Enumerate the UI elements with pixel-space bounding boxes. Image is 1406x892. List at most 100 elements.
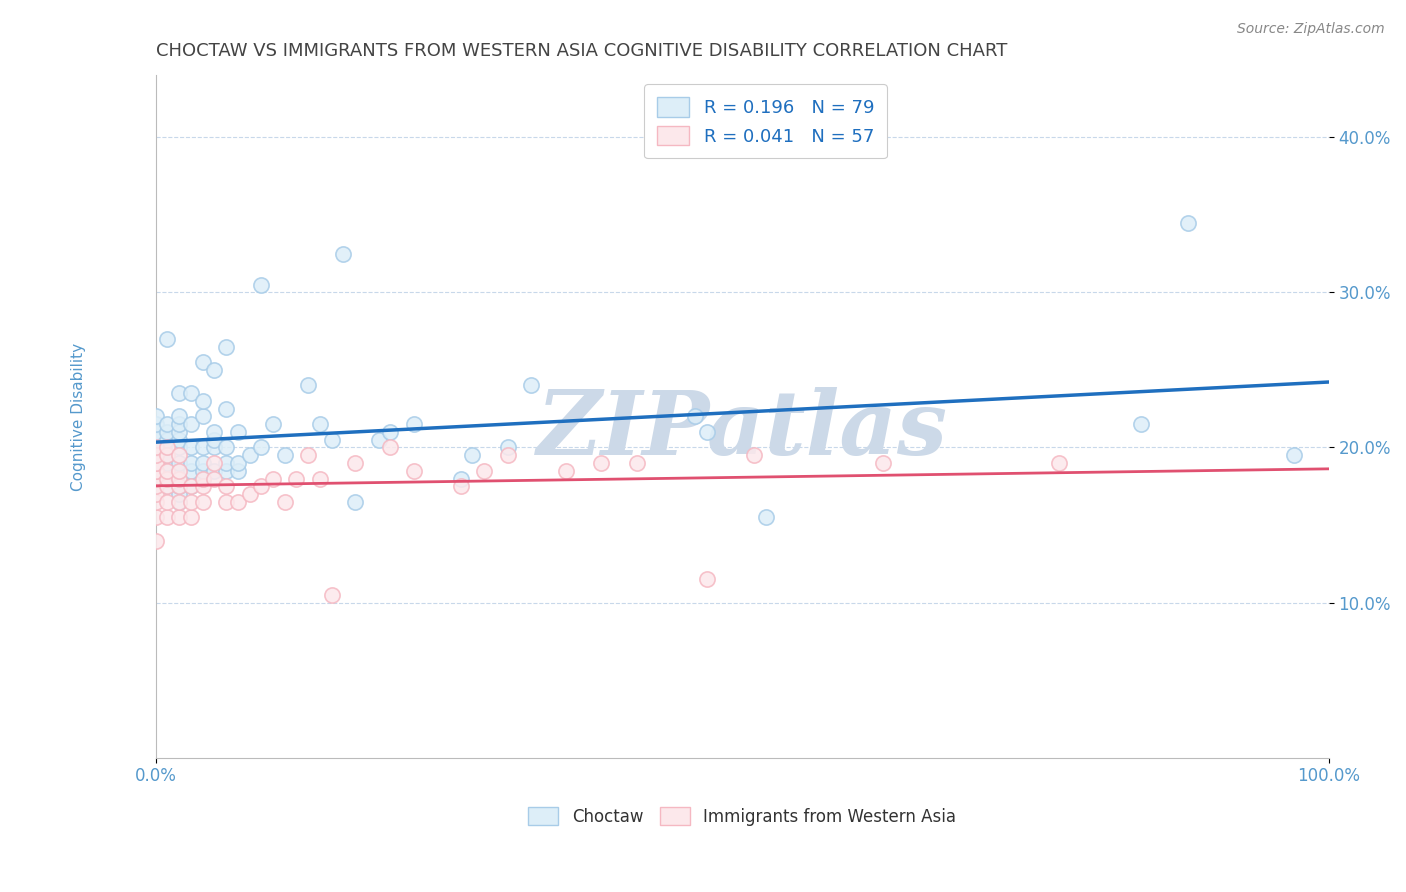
Point <box>167 456 190 470</box>
Point <box>461 448 484 462</box>
Point <box>226 495 249 509</box>
Point <box>191 464 214 478</box>
Point <box>156 441 179 455</box>
Point <box>496 448 519 462</box>
Point <box>202 433 225 447</box>
Point <box>191 441 214 455</box>
Point <box>215 479 238 493</box>
Point <box>321 433 343 447</box>
Point <box>167 479 190 493</box>
Point <box>685 409 707 424</box>
Point <box>226 464 249 478</box>
Point <box>145 433 167 447</box>
Point <box>156 471 179 485</box>
Point <box>167 386 190 401</box>
Point <box>180 510 202 524</box>
Point <box>145 495 167 509</box>
Point <box>742 448 765 462</box>
Point <box>167 495 190 509</box>
Point <box>332 246 354 260</box>
Point <box>344 456 367 470</box>
Point <box>380 441 402 455</box>
Point <box>156 433 179 447</box>
Point <box>180 464 202 478</box>
Point <box>156 332 179 346</box>
Point <box>367 433 389 447</box>
Point <box>626 456 648 470</box>
Point <box>238 487 260 501</box>
Point <box>167 510 190 524</box>
Legend: Choctaw, Immigrants from Western Asia: Choctaw, Immigrants from Western Asia <box>522 800 963 832</box>
Point <box>167 448 190 462</box>
Point <box>297 448 319 462</box>
Point <box>262 471 284 485</box>
Point <box>145 448 167 462</box>
Point <box>180 441 202 455</box>
Point <box>872 456 894 470</box>
Point <box>191 393 214 408</box>
Point <box>167 479 190 493</box>
Point <box>180 479 202 493</box>
Point <box>226 425 249 439</box>
Point <box>309 471 332 485</box>
Point <box>202 441 225 455</box>
Point <box>145 464 167 478</box>
Point <box>202 363 225 377</box>
Point <box>180 479 202 493</box>
Point <box>215 464 238 478</box>
Point <box>167 409 190 424</box>
Point <box>450 479 472 493</box>
Point <box>202 425 225 439</box>
Point <box>250 441 273 455</box>
Point <box>191 495 214 509</box>
Y-axis label: Cognitive Disability: Cognitive Disability <box>72 343 86 491</box>
Point <box>309 417 332 432</box>
Point <box>191 409 214 424</box>
Point <box>167 417 190 432</box>
Point <box>145 456 167 470</box>
Point <box>156 425 179 439</box>
Point <box>472 464 495 478</box>
Point <box>145 441 167 455</box>
Point <box>496 441 519 455</box>
Point <box>167 464 190 478</box>
Point <box>344 495 367 509</box>
Point <box>380 425 402 439</box>
Point <box>145 510 167 524</box>
Point <box>215 401 238 416</box>
Point <box>238 448 260 462</box>
Point <box>145 479 167 493</box>
Point <box>191 471 214 485</box>
Point <box>215 441 238 455</box>
Point <box>145 409 167 424</box>
Point <box>167 495 190 509</box>
Point <box>202 456 225 470</box>
Point <box>167 464 190 478</box>
Point <box>520 378 543 392</box>
Point <box>167 471 190 485</box>
Point <box>145 417 167 432</box>
Point <box>191 479 214 493</box>
Point <box>167 471 190 485</box>
Point <box>145 448 167 462</box>
Point <box>696 425 718 439</box>
Point <box>156 441 179 455</box>
Point <box>202 464 225 478</box>
Point <box>250 479 273 493</box>
Point <box>180 495 202 509</box>
Point <box>167 433 190 447</box>
Point <box>1177 216 1199 230</box>
Point <box>202 471 225 485</box>
Point <box>297 378 319 392</box>
Point <box>402 417 425 432</box>
Point <box>145 456 167 470</box>
Point <box>145 441 167 455</box>
Point <box>156 448 179 462</box>
Point <box>145 487 167 501</box>
Point <box>1130 417 1153 432</box>
Point <box>180 417 202 432</box>
Point <box>1282 448 1305 462</box>
Point <box>285 471 308 485</box>
Point <box>145 443 167 458</box>
Point <box>156 471 179 485</box>
